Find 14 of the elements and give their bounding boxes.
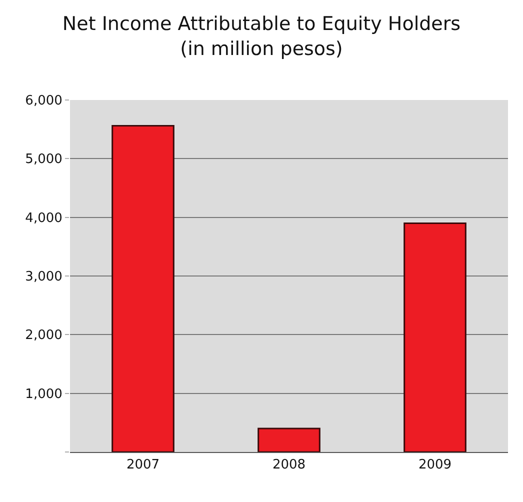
x-tick-label: 2009: [418, 458, 452, 473]
y-tick-label: 3,000: [25, 270, 62, 285]
x-tick-label: 2008: [272, 458, 306, 473]
chart-subtitle: (in million pesos): [180, 38, 343, 60]
y-tick-label: 6,000: [25, 94, 62, 109]
y-tick-label: 1,000: [25, 386, 62, 402]
y-tick-label: 5,000: [25, 152, 62, 168]
bar: [112, 125, 174, 452]
chart-title: Net Income Attributable to Equity Holders: [62, 13, 461, 36]
y-tick-label: 2,000: [25, 328, 62, 344]
bar: [404, 222, 466, 452]
y-tick-label: 4,000: [25, 210, 62, 226]
x-tick-label: 2007: [126, 458, 160, 473]
bar: [258, 428, 320, 452]
